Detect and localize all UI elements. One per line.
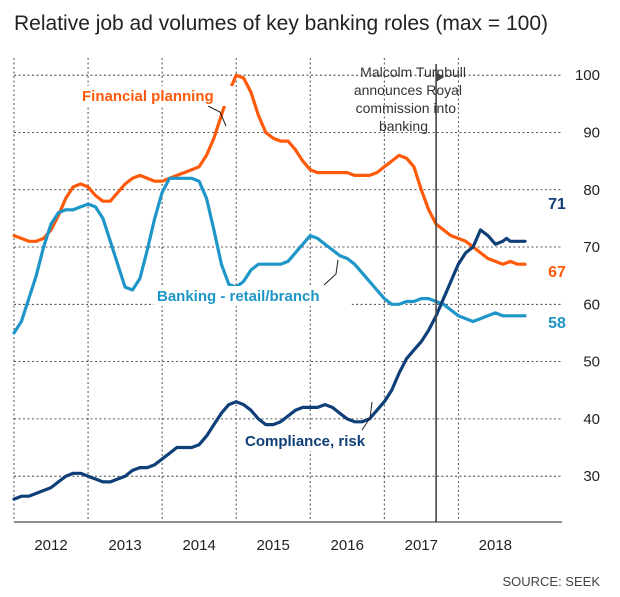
x-tick-label: 2018 <box>479 537 512 554</box>
series-line-financial-planning <box>12 73 527 266</box>
annotation-text: commission into <box>356 100 457 116</box>
y-tick-label: 80 <box>583 182 600 199</box>
series-leader-line <box>361 401 373 431</box>
series-label-bg <box>154 286 352 306</box>
series-label-bg <box>79 86 234 106</box>
x-tick-label: 2013 <box>108 537 141 554</box>
series-label-financial-planning: Financial planning <box>82 88 214 105</box>
y-tick-label: 70 <box>583 239 600 256</box>
annotation-text: announces Royal <box>354 82 462 98</box>
source-label: SOURCE: SEEK <box>502 574 600 589</box>
series-label-compliance: Compliance, risk <box>245 433 366 450</box>
x-tick-label: 2016 <box>331 537 364 554</box>
series-leader-line <box>207 105 227 127</box>
annotation-text: Malcolm Turnbull <box>360 64 466 80</box>
label-layer: Financial planning Banking - retail/branc… <box>79 86 566 451</box>
y-tick-label: 100 <box>575 67 600 84</box>
series-line-banking-retail <box>12 176 527 335</box>
grid <box>13 58 562 522</box>
y-tick-label: 60 <box>583 296 600 313</box>
chart-title: Relative job ad volumes of key banking r… <box>14 12 548 35</box>
end-label-compliance: 71 <box>548 196 566 213</box>
end-label-banking-retail: 58 <box>548 315 566 332</box>
y-tick-label: 90 <box>583 124 600 141</box>
annotation-layer: Malcolm Turnbull announces Royal commissio… <box>354 64 466 522</box>
y-tick-label: 50 <box>583 354 600 371</box>
series-leader-line <box>323 259 339 286</box>
x-tick-label: 2015 <box>257 537 290 554</box>
annotation-text: banking <box>379 118 428 134</box>
y-tick-label: 40 <box>583 411 600 428</box>
y-tick-label: 30 <box>583 468 600 485</box>
end-label-financial-planning: 67 <box>548 264 566 281</box>
axis-layer: 30 40 50 60 70 80 90 100 2012 2013 2014 2015 2016 201… <box>14 67 600 554</box>
series-layer <box>12 73 527 501</box>
series-line-compliance <box>12 228 527 501</box>
series-label-banking-retail: Banking - retail/branch <box>157 288 320 305</box>
x-tick-label: 2014 <box>182 537 215 554</box>
annotation-arrow-icon <box>436 72 445 82</box>
series-label-bg <box>242 431 380 451</box>
x-tick-label: 2017 <box>405 537 438 554</box>
x-tick-label: 2012 <box>34 537 67 554</box>
